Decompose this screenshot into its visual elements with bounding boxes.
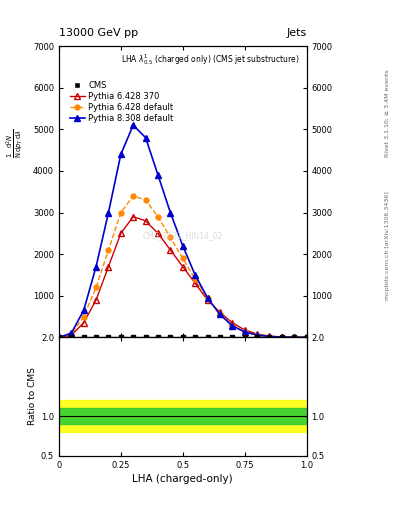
Legend: CMS, Pythia 6.428 370, Pythia 6.428 default, Pythia 8.308 default: CMS, Pythia 6.428 370, Pythia 6.428 defa… bbox=[68, 79, 175, 125]
Text: 13000 GeV pp: 13000 GeV pp bbox=[59, 28, 138, 38]
Text: mcplots.cern.ch [arXiv:1306.3436]: mcplots.cern.ch [arXiv:1306.3436] bbox=[385, 191, 389, 300]
Text: LHA $\lambda^{1}_{0.5}$ (charged only) (CMS jet substructure): LHA $\lambda^{1}_{0.5}$ (charged only) (… bbox=[121, 52, 299, 67]
Bar bbox=[59, 400, 307, 432]
Bar bbox=[59, 409, 307, 424]
Text: $\frac{1}{\mathrm{N}}\frac{\mathrm{d}^2N}{\mathrm{d}p_T\,\mathrm{d}\lambda}$: $\frac{1}{\mathrm{N}}\frac{\mathrm{d}^2N… bbox=[4, 129, 25, 158]
Text: CMS_2021_HIN14_02: CMS_2021_HIN14_02 bbox=[143, 231, 223, 240]
Text: Jets: Jets bbox=[286, 28, 307, 38]
Text: Rivet 3.1.10; ≥ 3.4M events: Rivet 3.1.10; ≥ 3.4M events bbox=[385, 69, 389, 157]
Y-axis label: Ratio to CMS: Ratio to CMS bbox=[28, 368, 37, 425]
X-axis label: LHA (charged-only): LHA (charged-only) bbox=[132, 474, 233, 484]
